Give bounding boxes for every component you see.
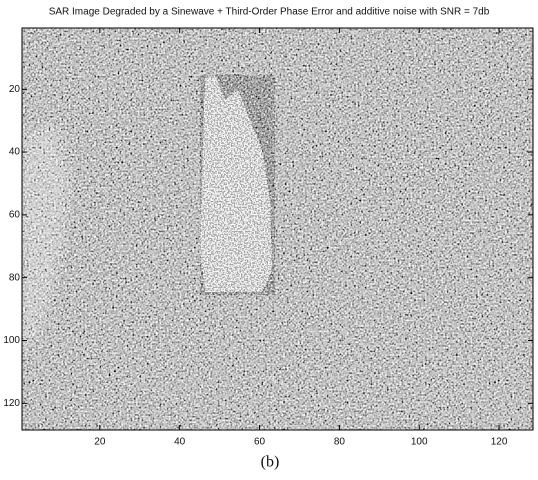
x-tick-label: 20 xyxy=(94,437,106,448)
x-tick-label: 100 xyxy=(411,437,428,448)
x-tick-label: 80 xyxy=(334,437,346,448)
y-tick-label: 100 xyxy=(3,335,20,346)
y-tick-label: 80 xyxy=(9,272,21,283)
x-tick-label: 120 xyxy=(491,437,508,448)
caption: (b) xyxy=(261,454,280,471)
image-noise xyxy=(22,28,533,430)
bright-patch xyxy=(22,120,70,360)
image xyxy=(21,27,534,431)
y-tick-label: 60 xyxy=(9,210,21,221)
y-tick-label: 20 xyxy=(9,84,21,95)
x-tick-label: 40 xyxy=(174,437,186,448)
blob-speckle xyxy=(200,75,275,295)
y-tick-label: 40 xyxy=(9,147,21,158)
chart-title: SAR Image Degraded by a Sinewave + Third… xyxy=(49,7,490,18)
x-tick-label: 60 xyxy=(254,437,266,448)
y-tick-label: 120 xyxy=(3,398,20,409)
axes-frame xyxy=(21,27,534,431)
